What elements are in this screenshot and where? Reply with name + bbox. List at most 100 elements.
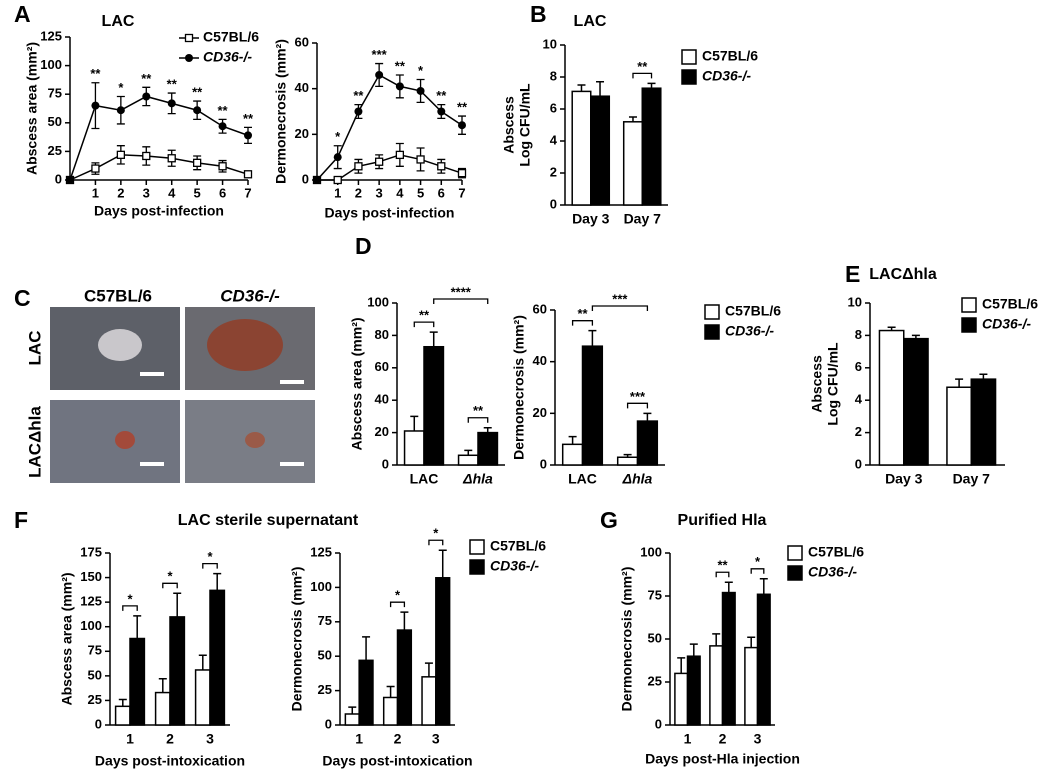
data-point xyxy=(218,162,227,171)
y-tick-label: 100 xyxy=(640,544,662,559)
bar xyxy=(194,669,211,726)
y-tick-label: 0 xyxy=(540,456,547,471)
y-axis-label: Abscess area (mm²) xyxy=(59,572,75,705)
y-axis-label: Abscess area (mm²) xyxy=(349,317,365,450)
legend-label: C57BL/6 xyxy=(725,303,781,319)
chart-title: Purified Hla xyxy=(678,512,767,529)
photo-row-label: LAC xyxy=(25,331,44,366)
series-line xyxy=(316,73,463,181)
bar xyxy=(674,672,689,726)
legend-label: C57BL/6 xyxy=(490,538,546,554)
x-tick-label: Day 3 xyxy=(572,211,610,227)
photo-panel: C57BL/6 CD36-/- LAC LACΔhla xyxy=(25,286,315,483)
significance-label: ** xyxy=(577,306,588,321)
bar xyxy=(382,696,399,726)
x-tick-label: 3 xyxy=(206,731,214,747)
error-bar xyxy=(424,662,433,677)
y-tick-label: 25 xyxy=(648,673,662,688)
significance-label: **** xyxy=(451,284,472,299)
legend-label: C57BL/6 xyxy=(808,544,864,560)
legend-label: C57BL/6 xyxy=(982,296,1038,312)
photo xyxy=(50,400,180,483)
x-tick-label: Day 3 xyxy=(885,471,923,487)
y-tick-label: 0 xyxy=(325,716,332,731)
bar xyxy=(344,713,360,726)
y-tick-label: 125 xyxy=(40,28,62,43)
significance-label: ** xyxy=(717,558,728,573)
data-point xyxy=(395,82,404,91)
x-tick-label: 1 xyxy=(126,731,134,747)
bar xyxy=(636,420,659,466)
error-bar xyxy=(348,706,357,714)
data-point xyxy=(333,153,342,162)
y-tick-label: 60 xyxy=(375,359,389,374)
y-tick-label: 125 xyxy=(310,544,332,559)
error-bar xyxy=(410,415,419,431)
data-point xyxy=(142,92,151,101)
error-bar xyxy=(400,611,409,631)
photo-detail xyxy=(245,432,265,448)
bar xyxy=(154,691,171,726)
data-point xyxy=(313,176,321,184)
y-tick-label: 0 xyxy=(550,196,557,211)
error-bar xyxy=(689,643,698,657)
error-bar xyxy=(568,435,577,445)
bar xyxy=(590,95,611,206)
legend-swatch xyxy=(704,304,720,320)
photo-column-label: CD36-/- xyxy=(220,286,280,305)
data-point xyxy=(354,107,363,116)
error-bar xyxy=(588,329,597,347)
x-axis-label: Days post-infection xyxy=(325,205,455,221)
significance-label: * xyxy=(118,80,124,95)
significance-label: ** xyxy=(457,100,468,115)
y-tick-label: 80 xyxy=(375,327,389,342)
scale-bar xyxy=(140,372,164,376)
significance-label: * xyxy=(418,63,424,78)
panel-label: D xyxy=(355,233,372,259)
x-tick-label: 3 xyxy=(143,185,150,200)
x-tick-label: 1 xyxy=(334,185,341,200)
bar xyxy=(457,454,479,466)
x-tick-label: 4 xyxy=(396,185,404,200)
legend-swatch xyxy=(185,54,193,62)
photo-column-label: C57BL/6 xyxy=(84,286,152,305)
y-tick-label: 0 xyxy=(382,456,389,471)
error-bar xyxy=(158,678,167,693)
bar xyxy=(421,676,437,726)
x-tick-label: 2 xyxy=(719,731,727,747)
error-bar xyxy=(483,426,492,433)
significance-bracket xyxy=(467,417,489,423)
x-axis-label: Days post-Hla injection xyxy=(645,751,800,767)
y-axis-label: Abscess xyxy=(809,355,825,413)
data-point xyxy=(333,175,342,185)
legend-label: CD36-/- xyxy=(982,316,1031,332)
y-tick-label: 100 xyxy=(40,57,62,72)
data-point xyxy=(374,157,384,166)
y-tick-label: 50 xyxy=(318,648,332,663)
chart-title: LACΔhla xyxy=(869,266,937,283)
x-tick-label: 2 xyxy=(166,731,174,747)
y-tick-label: 50 xyxy=(48,114,62,129)
significance-bracket xyxy=(162,582,178,589)
y-tick-label: 75 xyxy=(648,587,662,602)
data-point xyxy=(244,131,252,140)
x-tick-label: 2 xyxy=(394,731,402,747)
y-tick-label: 2 xyxy=(855,424,862,439)
data-point xyxy=(91,164,100,173)
x-axis-label: Days post-intoxication xyxy=(95,753,245,769)
significance-label: ** xyxy=(192,85,203,100)
legend-label: CD36-/- xyxy=(725,323,774,339)
y-tick-label: 10 xyxy=(543,36,557,51)
panel-label: G xyxy=(600,507,618,533)
photo-detail xyxy=(115,431,135,449)
legend-label: CD36-/- xyxy=(203,49,252,65)
y-tick-label: 75 xyxy=(88,643,102,658)
error-bar xyxy=(647,82,656,89)
significance-label: *** xyxy=(372,47,388,62)
y-tick-label: 0 xyxy=(55,171,62,186)
bar xyxy=(477,431,499,466)
y-tick-label: 0 xyxy=(655,716,662,731)
photo-row-label: LACΔhla xyxy=(25,406,44,478)
y-tick-label: 20 xyxy=(533,405,547,420)
